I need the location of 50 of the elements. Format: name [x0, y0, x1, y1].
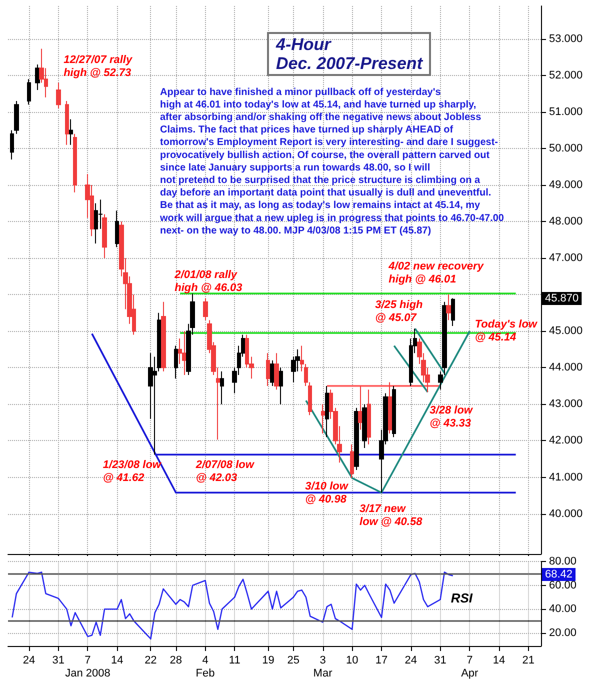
x-tick-label: 25 [287, 654, 300, 666]
y-tick-label: 44.000 [549, 362, 583, 374]
x-tick-label: 22 [144, 654, 157, 666]
y-tick-label: 80.00 [549, 556, 577, 568]
text: 45.870 [545, 292, 579, 304]
y-tick-label: 42.000 [549, 434, 583, 447]
y-tick-label: 45.000 [549, 325, 583, 338]
y-tick-label: 53.000 [549, 32, 583, 45]
x-tick-label: 17 [375, 654, 388, 666]
annotation: 12/27/07 rally high @ 52.73 [64, 54, 133, 80]
annotation: 4/02 new recovery high @ 46.01 [388, 260, 484, 286]
annotation: Today's low @ 45.14 [474, 318, 538, 344]
x-tick-label: 7 Jan 2008 [65, 654, 110, 680]
text: Appear to have finished a minor pullback off of yesterday's high at 46.01 into today's low at 45.14, and have turned up sharply, after absorbing and/or shaking off the negative news about Jobless Claims. The fact that prices have turned up sharply AHEAD of tomorrow's Employment Report is very interesting- and dare I suggest- provocatively bullish action. Of course, the overall pattern carved out since late January supports a run towards 48.00, so I will not pretend to be surprised that the price structure is climbing on a day before an important data point that usually is dull and uneventful. Be that as it may, as long as today's low remains intact at 45.14, my work will argue that a new upleg is in progress that points to 46.70-47.00 next- on the way to 48.00. MJP 4/03/08 1:15 PM ET (45.87) [160, 86, 504, 236]
annotation: 2/01/08 rally high @ 46.03 [174, 269, 242, 294]
y-tick-label: 41.000 [549, 471, 583, 484]
x-tick-label: 28 [170, 654, 182, 666]
y-tick-label: 60.00 [549, 579, 577, 592]
text: 68.42 [545, 568, 573, 580]
annotation: 3/28 low @ 43.33 [430, 404, 474, 430]
x-tick-label: 24 [404, 654, 418, 666]
y-tick-label: 51.000 [549, 106, 583, 118]
x-tick-label: 7 Apr [461, 654, 479, 680]
x-tick-label: 31 [52, 654, 64, 666]
x-tick-label: 21 [522, 654, 535, 666]
y-tick-label: 47.000 [549, 252, 583, 264]
y-tick-label: 43.000 [549, 398, 583, 410]
annotation: 3/25 high @ 45.07 [375, 299, 424, 324]
y-tick-label: 50.000 [549, 142, 583, 154]
x-tick-label: 10 [346, 654, 358, 666]
series-label: RSI [450, 590, 473, 606]
y-tick-label: 49.000 [549, 179, 583, 192]
annotation: 3/10 low @ 40.98 [305, 480, 350, 506]
annotation: 3/17 new low @ 40.58 [360, 503, 424, 528]
x-tick-label: 31 [434, 654, 446, 666]
x-tick-label: 14 [492, 654, 506, 666]
y-tick-label: 48.000 [549, 216, 583, 228]
y-tick-label: 52.000 [549, 69, 583, 82]
annotation: 2/07/08 low @ 42.03 [194, 459, 256, 484]
annotation: 1/23/08 low @ 41.62 [102, 459, 162, 484]
x-tick-label: 11 [228, 654, 240, 666]
y-tick-label: 40.00 [549, 603, 577, 616]
y-tick-label: 40.000 [549, 508, 583, 520]
x-tick-label: 14 [110, 654, 124, 666]
x-tick-label: 3 Mar [313, 654, 333, 680]
x-tick-label: 19 [262, 654, 274, 666]
x-tick-label: 4 Feb [196, 654, 215, 680]
x-tick-label: 24 [22, 654, 36, 666]
text: 4-Hour Dec. 2007-Present [275, 35, 424, 73]
y-tick-label: 20.00 [549, 626, 577, 639]
